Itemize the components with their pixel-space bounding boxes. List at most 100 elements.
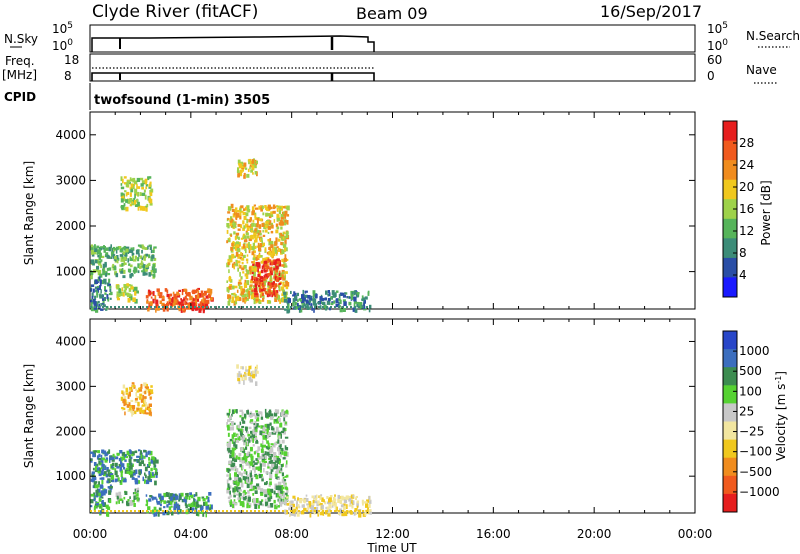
scatter-cell (259, 243, 263, 248)
scatter-cell (121, 287, 124, 292)
scatter-cell (275, 237, 278, 242)
scatter-cell (143, 409, 147, 415)
scatter-cell (237, 429, 240, 432)
power-ylabel: Slant Range [km] (22, 161, 36, 265)
scatter-cell (119, 268, 122, 273)
scatter-cell (246, 479, 249, 483)
scatter-cell (249, 160, 253, 165)
scatter-cell (199, 301, 203, 307)
scatter-cell (136, 389, 140, 393)
scatter-cell (279, 274, 283, 277)
scatter-cell (252, 434, 255, 438)
scatter-cell (153, 464, 156, 467)
scatter-cell (231, 293, 235, 296)
scatter-cell (119, 254, 124, 257)
scatter-cell (229, 490, 231, 495)
scatter-cell (241, 411, 244, 416)
scatter-cell (230, 421, 234, 426)
scatter-cell (258, 298, 261, 303)
scatter-cell (232, 246, 235, 250)
scatter-cell (249, 477, 252, 483)
scatter-cell (327, 512, 331, 517)
scatter-cell (248, 481, 251, 485)
scatter-cell (274, 283, 277, 288)
scatter-cell (126, 285, 129, 289)
scatter-cell (249, 461, 253, 466)
scatter-cell (101, 502, 105, 506)
scatter-cell (121, 262, 124, 267)
freq-panel: Freq. [MHz] 18 8 60 0 Nave (2, 53, 778, 84)
scatter-cell (128, 389, 131, 392)
colorbar-tick-label: 1000 (739, 344, 770, 358)
scatter-cell (178, 498, 181, 502)
scatter-cell (237, 260, 241, 264)
scatter-cell (259, 430, 263, 436)
scatter-cell (228, 285, 232, 290)
scatter-cell (108, 490, 112, 495)
scatter-cell (248, 219, 252, 223)
scatter-cell (256, 370, 259, 374)
scatter-cell (103, 278, 107, 284)
scatter-cell (274, 297, 278, 302)
scatter-cell (184, 496, 187, 501)
scatter-cell (297, 504, 300, 509)
scatter-cell (129, 187, 132, 190)
scatter-cell (230, 216, 233, 220)
scatter-cell (254, 437, 258, 440)
scatter-cell (268, 285, 271, 290)
scatter-cell (266, 434, 270, 439)
scatter-cell (114, 470, 118, 476)
scatter-cell (197, 290, 200, 294)
scatter-cell (246, 226, 250, 231)
scatter-cell (92, 453, 96, 458)
scatter-cell (261, 265, 264, 270)
scatter-cell (115, 246, 119, 251)
colorbar-frame (722, 330, 738, 513)
scatter-cell (193, 497, 195, 502)
scatter-cell (96, 249, 99, 253)
scatter-cell (100, 289, 102, 294)
scatter-cell (105, 457, 108, 460)
scatter-cell (207, 499, 210, 503)
scatter-cell (242, 211, 246, 216)
scatter-cell (182, 308, 186, 313)
scatter-cell (124, 262, 127, 265)
scatter-cell (125, 182, 129, 188)
scatter-cell (242, 475, 245, 481)
y-tick-label: 3000 (55, 379, 86, 393)
scatter-cell (132, 473, 136, 476)
scatter-cell (185, 306, 189, 310)
scatter-cell (278, 485, 282, 491)
scatter-cell (264, 461, 267, 463)
scatter-cell (231, 218, 234, 222)
scatter-cell (274, 487, 277, 490)
scatter-cell (275, 485, 280, 490)
scatter-cell (249, 286, 251, 290)
scatter-cell (166, 303, 170, 307)
scatter-cell (153, 512, 156, 517)
scatter-cell (231, 452, 235, 457)
scatter-cell (269, 493, 272, 498)
scatter-cell (314, 508, 316, 511)
scatter-cell (273, 267, 276, 271)
scatter-cell (150, 269, 154, 273)
scatter-cell (242, 492, 245, 497)
scatter-cell (149, 301, 153, 306)
scatter-cell (237, 267, 239, 272)
scatter-cell (349, 500, 352, 504)
scatter-cell (100, 264, 102, 269)
colorbar-tick-label: 24 (739, 158, 754, 172)
scatter-cell (238, 163, 243, 169)
scatter-cell (228, 298, 231, 302)
scatter-cell (135, 388, 138, 391)
scatter-cell (241, 457, 245, 462)
scatter-cell (284, 254, 287, 259)
scatter-cell (320, 511, 325, 514)
scatter-cell (132, 286, 136, 292)
scatter-cell (125, 199, 128, 203)
scatter-cell (283, 481, 286, 486)
scatter-cell (285, 280, 288, 285)
scatter-cell (129, 203, 133, 207)
scatter-cell (149, 462, 151, 465)
scatter-cell (142, 192, 146, 196)
